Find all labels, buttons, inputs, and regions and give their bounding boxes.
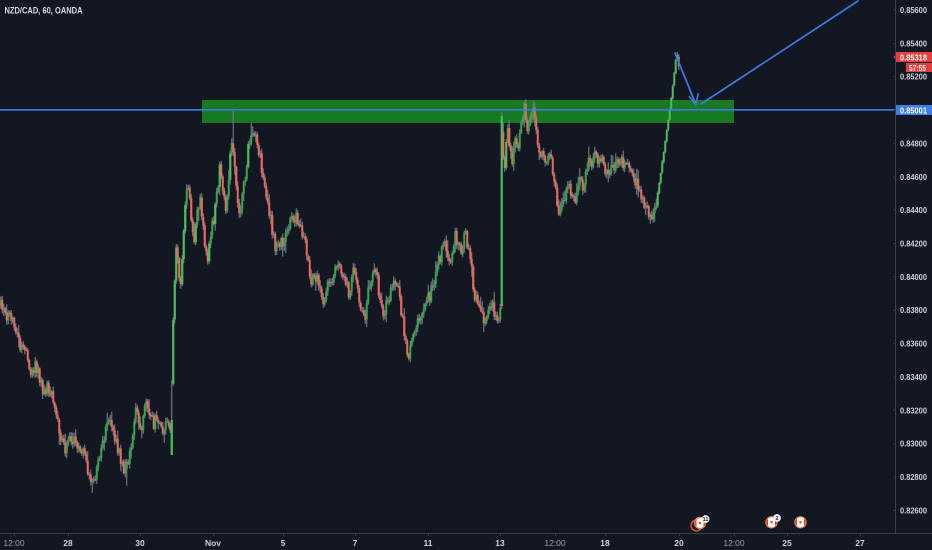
svg-text:28: 28 — [63, 538, 73, 548]
svg-text:0.84800: 0.84800 — [900, 138, 927, 148]
svg-text:0.85400: 0.85400 — [900, 38, 927, 48]
svg-text:11: 11 — [703, 517, 709, 523]
svg-text:0.82800: 0.82800 — [900, 472, 927, 482]
svg-text:0.84200: 0.84200 — [900, 239, 927, 249]
svg-text:27: 27 — [855, 538, 865, 548]
svg-text:12:00: 12:00 — [544, 538, 566, 548]
svg-text:5: 5 — [281, 538, 286, 548]
svg-text:0.83600: 0.83600 — [900, 339, 927, 349]
svg-text:0.83000: 0.83000 — [900, 439, 927, 449]
svg-text:0.85600: 0.85600 — [900, 5, 927, 15]
svg-text:2: 2 — [775, 516, 778, 522]
svg-text:0.83400: 0.83400 — [900, 372, 927, 382]
svg-text:0.83800: 0.83800 — [900, 305, 927, 315]
svg-text:20: 20 — [674, 538, 684, 548]
svg-text:0.84000: 0.84000 — [900, 272, 927, 282]
svg-text:57:55: 57:55 — [909, 63, 926, 73]
svg-text:0.85001: 0.85001 — [900, 105, 927, 115]
svg-text:0.84600: 0.84600 — [900, 172, 927, 182]
svg-text:0.84400: 0.84400 — [900, 205, 927, 215]
svg-text:0.85318: 0.85318 — [900, 52, 927, 62]
svg-text:11: 11 — [424, 538, 433, 548]
svg-text:Nov: Nov — [205, 538, 221, 548]
svg-text:13: 13 — [495, 538, 505, 548]
svg-text:12:00: 12:00 — [3, 538, 25, 548]
svg-text:25: 25 — [782, 538, 792, 548]
svg-text:0.82600: 0.82600 — [900, 505, 927, 515]
svg-text:0.85200: 0.85200 — [900, 72, 927, 82]
svg-text:18: 18 — [600, 538, 610, 548]
svg-text:7: 7 — [353, 538, 358, 548]
svg-text:0.83200: 0.83200 — [900, 405, 927, 415]
svg-text:30: 30 — [135, 538, 145, 548]
svg-text:NZD/CAD, 60, OANDA: NZD/CAD, 60, OANDA — [5, 6, 83, 17]
svg-text:12:00: 12:00 — [723, 538, 745, 548]
